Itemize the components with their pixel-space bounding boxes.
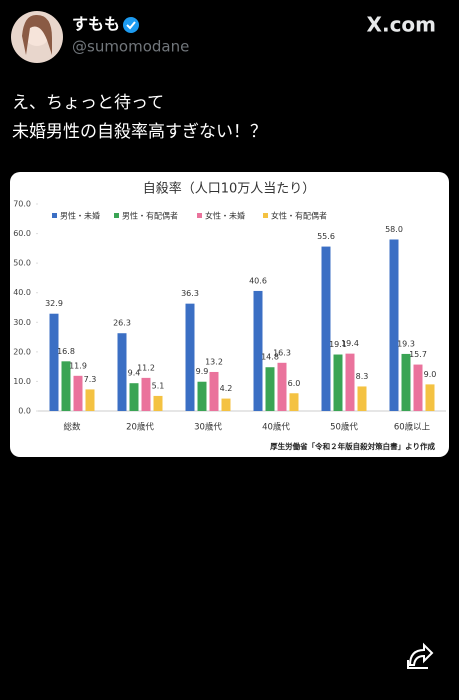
verified-badge xyxy=(123,17,139,33)
value-label: 14.8 xyxy=(261,353,279,362)
legend-label: 女性・未婚 xyxy=(205,211,245,221)
value-label: 55.6 xyxy=(317,232,335,241)
bar xyxy=(357,386,367,411)
value-label: 19.3 xyxy=(397,339,415,348)
bar xyxy=(401,353,411,411)
bar xyxy=(425,384,435,411)
bar xyxy=(61,361,71,411)
value-label: 58.0 xyxy=(385,225,403,234)
bar xyxy=(129,383,139,411)
value-label: 6.0 xyxy=(288,379,301,388)
avatar-hair xyxy=(22,14,52,56)
bar xyxy=(389,239,399,411)
source-note: 厚生労働省「令和２年版自殺対策白書」より作成 xyxy=(270,441,435,451)
bar xyxy=(141,377,151,411)
value-label: 9.9 xyxy=(196,367,209,376)
value-label: 26.3 xyxy=(113,319,131,328)
badge-circle xyxy=(123,17,139,33)
legend-label: 男性・未婚 xyxy=(60,211,100,221)
y-tick-label: 20.0 xyxy=(13,347,31,356)
value-label: 36.3 xyxy=(181,289,199,298)
value-label: 11.2 xyxy=(137,363,155,372)
post-text: 未婚男性の自殺率高すぎない！？ xyxy=(12,122,267,142)
value-label: 32.9 xyxy=(45,299,63,308)
legend-label: 女性・有配偶者 xyxy=(271,211,327,221)
x-tick-label: 50歳代 xyxy=(330,422,358,433)
value-label: 4.2 xyxy=(220,384,233,393)
legend-label: 男性・有配偶者 xyxy=(122,211,178,221)
bar xyxy=(321,246,331,411)
y-tick-label: 10.0 xyxy=(13,377,31,386)
y-tick-label: 40.0 xyxy=(13,288,31,297)
y-tick-label: 50.0 xyxy=(13,259,31,268)
bar xyxy=(253,290,263,411)
bar xyxy=(413,364,423,411)
share-arrow xyxy=(408,642,434,666)
bar xyxy=(277,362,287,411)
badge-check xyxy=(126,21,136,30)
value-label: 11.9 xyxy=(69,361,87,370)
bar xyxy=(117,333,127,411)
bar xyxy=(333,354,343,411)
legend-swatch xyxy=(52,213,57,218)
y-tick-label: 70.0 xyxy=(13,200,31,209)
bar xyxy=(85,389,95,411)
value-label: 19.4 xyxy=(341,339,359,348)
share-base xyxy=(407,660,428,669)
value-label: 13.2 xyxy=(205,357,223,366)
bar xyxy=(49,313,59,411)
bar xyxy=(209,371,219,411)
value-label: 15.7 xyxy=(409,350,427,359)
value-label: 9.0 xyxy=(424,370,437,379)
bar xyxy=(153,395,163,411)
legend-swatch xyxy=(114,213,119,218)
legend-swatch xyxy=(197,213,202,218)
value-label: 7.3 xyxy=(84,375,97,384)
bar xyxy=(73,375,83,411)
y-tick-label: 30.0 xyxy=(13,318,31,327)
value-label: 40.6 xyxy=(249,276,267,285)
bar xyxy=(221,398,231,411)
bar xyxy=(289,393,299,411)
value-label: 16.3 xyxy=(273,348,291,357)
bar xyxy=(265,367,275,411)
post-text: え、ちょっと待って xyxy=(12,93,164,113)
value-label: 16.8 xyxy=(57,347,75,356)
avatar[interactable] xyxy=(11,11,63,63)
value-label: 9.4 xyxy=(128,369,141,378)
x-tick-label: 60歳以上 xyxy=(394,422,431,433)
value-label: 8.3 xyxy=(356,372,369,381)
bar xyxy=(185,303,195,411)
handle[interactable]: @sumomodane xyxy=(72,38,189,56)
value-label: 19.1 xyxy=(329,340,347,349)
share-icon[interactable] xyxy=(407,642,434,669)
x-tick-label: 40歳代 xyxy=(262,422,290,433)
x-tick-label: 30歳代 xyxy=(194,422,222,433)
chart-title: 自殺率（人口10万人当たり） xyxy=(143,181,316,197)
legend-swatch xyxy=(263,213,268,218)
author-name[interactable]: すもも xyxy=(72,15,120,34)
y-tick-label: 0.0 xyxy=(18,407,31,416)
x-tick-label: 20歳代 xyxy=(126,422,154,433)
bar xyxy=(345,353,355,411)
brand-logo: X.com xyxy=(367,13,436,37)
bar xyxy=(197,381,207,411)
x-tick-label: 総数 xyxy=(63,422,81,433)
y-tick-label: 60.0 xyxy=(13,229,31,238)
value-label: 5.1 xyxy=(152,381,165,390)
